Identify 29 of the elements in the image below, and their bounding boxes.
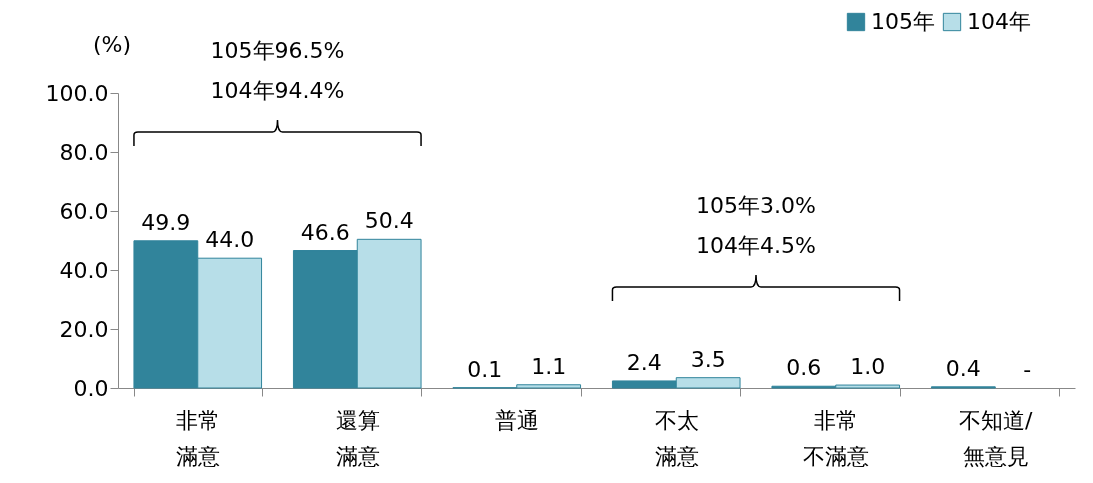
y-tick-label: 20.0 [59, 316, 109, 342]
data-label: 1.1 [531, 353, 567, 379]
data-label: 46.6 [300, 219, 350, 245]
data-label: 1.0 [850, 354, 886, 380]
annotation: 105年96.5% 104年94.4% [210, 38, 345, 103]
y-tick-label: 80.0 [59, 139, 109, 165]
x-tick-label: 還算滿意 [335, 407, 380, 469]
text: - [1023, 357, 1032, 382]
legend-label: 105年 [871, 9, 935, 34]
x-tick-label: 不太滿意 [654, 407, 699, 469]
x-tick-label: 普通 [495, 407, 540, 433]
x-tick-label: 不知道/無意見 [959, 407, 1034, 469]
y-tick-label: 60.0 [59, 198, 109, 224]
y-tick-label: 40.0 [59, 257, 109, 283]
data-label: 2.4 [626, 349, 662, 375]
x-tick-label: 非常不滿意 [803, 407, 870, 469]
y-tick-label: 0.0 [73, 375, 109, 401]
data-label: 0.4 [945, 355, 981, 381]
x-tick-label: 非常滿意 [176, 407, 221, 469]
data-label: 0.1 [467, 356, 503, 382]
data-label: 50.4 [364, 208, 414, 234]
annotation: 105年3.0% 104年4.5% [696, 193, 816, 258]
data-label: 49.9 [141, 209, 191, 235]
y-tick-label: 100.0 [45, 80, 109, 106]
data-label: 3.5 [690, 346, 726, 372]
data-label: 0.6 [786, 355, 822, 381]
y-axis-title: (%) [92, 32, 132, 57]
data-label: 44.0 [205, 227, 255, 253]
legend-label: 104年 [967, 9, 1031, 34]
